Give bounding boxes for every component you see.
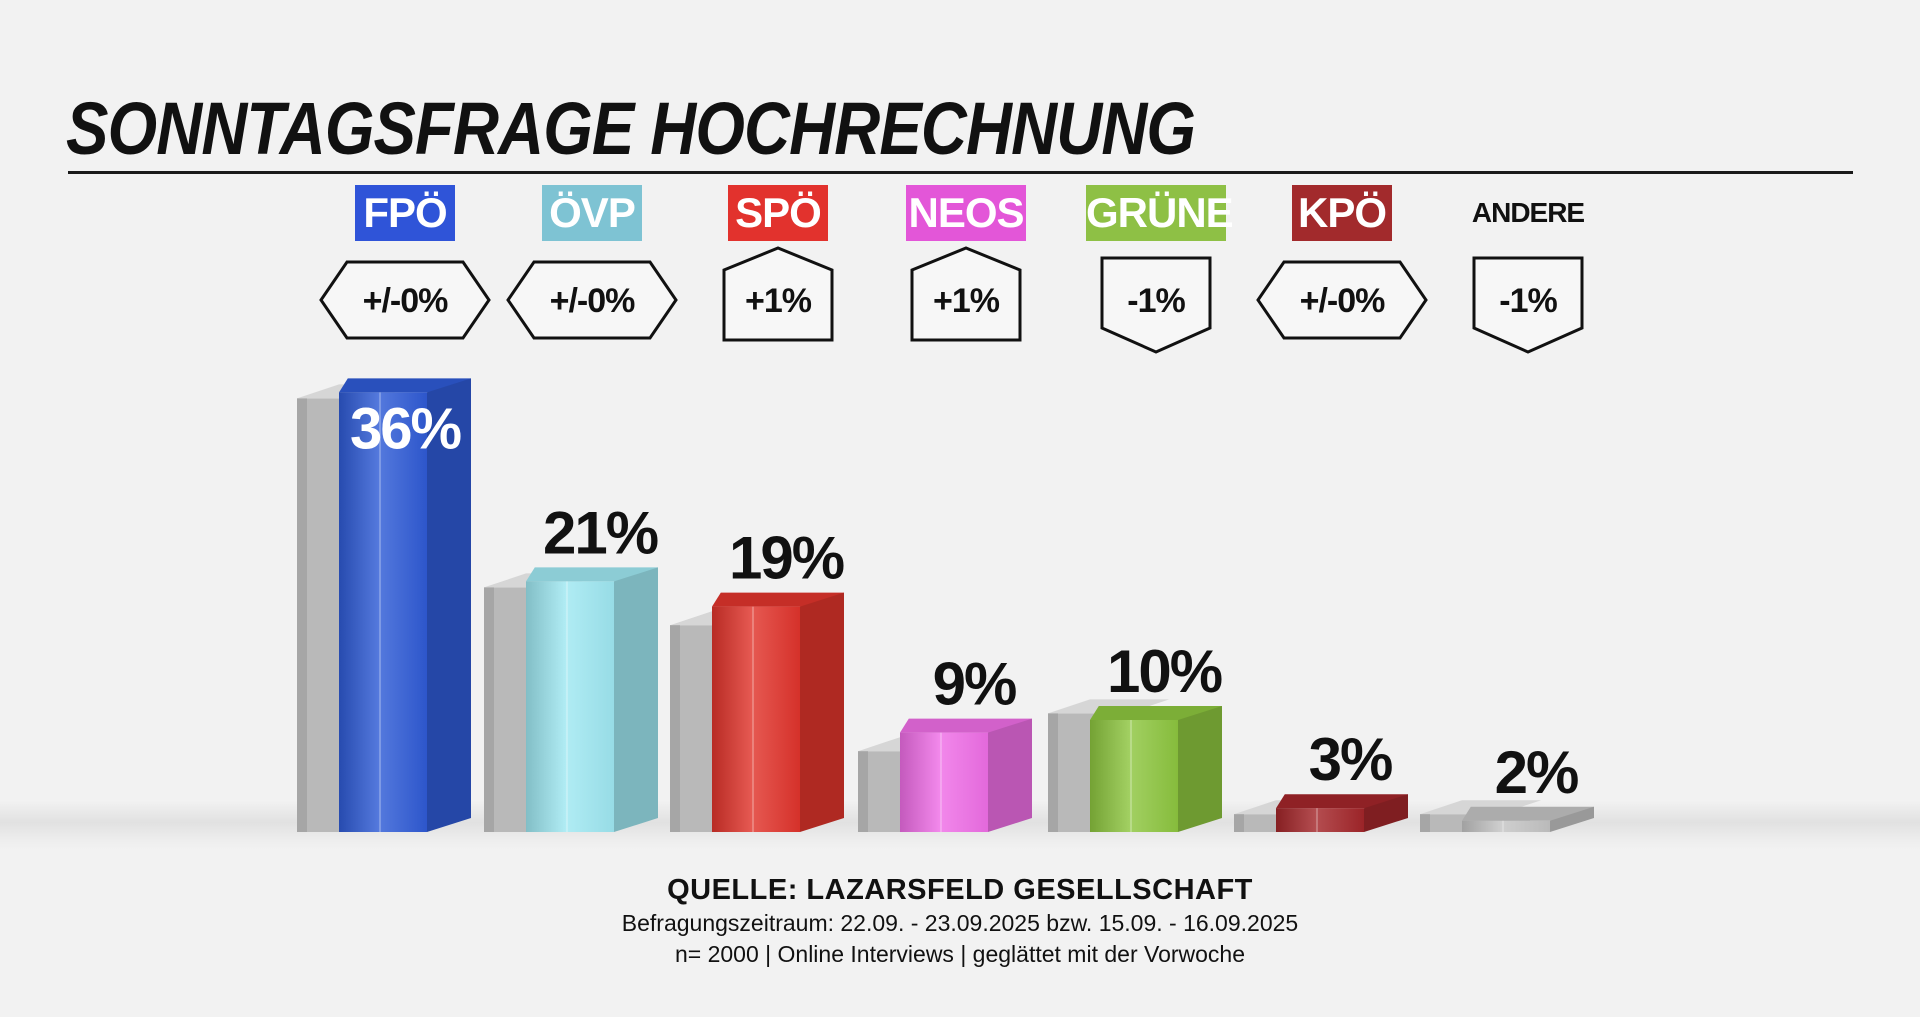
bar-2 [712, 606, 800, 832]
bar-side-5 [1364, 794, 1408, 832]
bar-5 [1276, 808, 1364, 832]
bar-0 [339, 392, 427, 832]
value-label-1: 21% [543, 499, 658, 566]
change-badge-3 [910, 246, 1022, 342]
previous-bar-edge-6 [1420, 814, 1430, 832]
previous-bar-edge-5 [1234, 814, 1244, 832]
bar-side-4 [1178, 706, 1222, 832]
source-title: QUELLE: LAZARSFELD GESELLSCHAFT [667, 874, 1253, 906]
previous-bar-edge-4 [1048, 713, 1058, 832]
change-badge-0 [319, 260, 491, 340]
bar-4 [1090, 720, 1178, 832]
change-badge-5 [1256, 260, 1428, 340]
bar-highlight-2 [752, 606, 754, 832]
change-label-6: -1% [1499, 282, 1557, 320]
party-label-4: GRÜNE [1086, 185, 1234, 241]
change-label-5: +/-0% [1300, 282, 1386, 320]
party-label-2: SPÖ [728, 185, 828, 241]
previous-bar-edge-2 [670, 625, 680, 832]
title-underline [68, 171, 1853, 174]
value-label-2: 19% [729, 525, 844, 592]
change-badge-2 [722, 246, 834, 342]
bar-side-6 [1550, 806, 1594, 832]
bar-side-0 [427, 378, 471, 832]
change-label-3: +1% [933, 282, 1000, 320]
change-label-0: +/-0% [363, 282, 449, 320]
change-label-4: -1% [1127, 282, 1185, 320]
bar-3 [900, 732, 988, 832]
source-block: QUELLE: LAZARSFELD GESELLSCHAFT Befragun… [0, 872, 1920, 970]
bar-highlight-3 [940, 732, 942, 832]
bar-side-2 [800, 592, 844, 832]
chart-title: SONNTAGSFRAGE HOCHRECHNUNG [66, 87, 1196, 170]
party-label-1: ÖVP [542, 185, 642, 241]
previous-bar-edge-1 [484, 587, 494, 832]
bar-highlight-1 [566, 581, 568, 832]
change-label-1: +/-0% [550, 282, 636, 320]
change-badge-4 [1100, 256, 1212, 354]
party-label-5: KPÖ [1292, 185, 1392, 241]
bar-highlight-6 [1502, 820, 1504, 832]
bar-side-3 [988, 718, 1032, 832]
value-label-5: 3% [1309, 726, 1392, 793]
value-label-3: 9% [933, 651, 1016, 718]
change-label-2: +1% [745, 282, 812, 320]
previous-bar-edge-3 [858, 751, 868, 832]
survey-period: Befragungszeitraum: 22.09. - 23.09.2025 … [621, 910, 1299, 936]
value-label-6: 2% [1495, 739, 1578, 806]
bar-6 [1462, 820, 1550, 832]
bar-highlight-0 [379, 392, 381, 832]
change-badge-1 [506, 260, 678, 340]
bar-highlight-5 [1316, 808, 1318, 832]
previous-bar-edge-0 [297, 398, 307, 832]
bar-1 [526, 581, 614, 832]
sample-info: n= 2000 | Online Interviews | geglättet … [674, 941, 1245, 967]
party-label-3: NEOS [906, 185, 1026, 241]
change-badge-6 [1472, 256, 1584, 354]
party-label-6: ANDERE [1471, 197, 1585, 228]
value-label-0: 36% [350, 396, 462, 461]
party-label-0: FPÖ [355, 185, 455, 241]
bar-highlight-4 [1130, 720, 1132, 832]
value-label-4: 10% [1107, 638, 1222, 705]
bar-side-1 [614, 567, 658, 832]
